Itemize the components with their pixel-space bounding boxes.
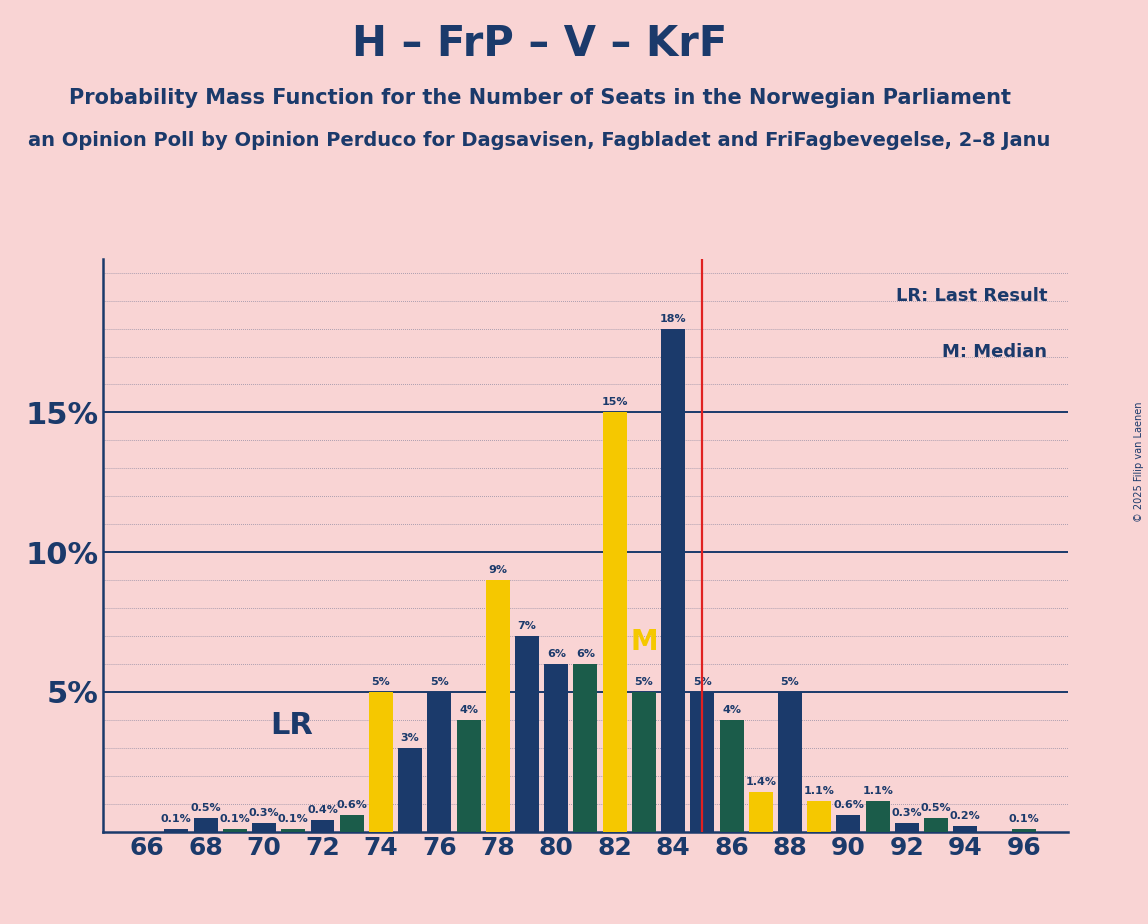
- Bar: [340, 815, 364, 832]
- Text: 9%: 9%: [488, 565, 507, 575]
- Text: 0.1%: 0.1%: [219, 814, 250, 824]
- Bar: [837, 815, 861, 832]
- Text: 5%: 5%: [781, 677, 799, 687]
- Text: 5%: 5%: [693, 677, 712, 687]
- Bar: [164, 829, 188, 832]
- Text: H – FrP – V – KrF: H – FrP – V – KrF: [352, 23, 727, 65]
- Text: 6%: 6%: [576, 649, 595, 659]
- Bar: [807, 801, 831, 832]
- Text: 0.1%: 0.1%: [161, 814, 192, 824]
- Text: 1.1%: 1.1%: [862, 785, 893, 796]
- Text: © 2025 Filip van Laenen: © 2025 Filip van Laenen: [1134, 402, 1143, 522]
- Bar: [398, 748, 422, 832]
- Text: LR: LR: [270, 711, 312, 740]
- Text: 0.6%: 0.6%: [336, 800, 367, 809]
- Bar: [457, 720, 481, 832]
- Bar: [603, 412, 627, 832]
- Text: 0.1%: 0.1%: [1008, 814, 1039, 824]
- Text: 1.4%: 1.4%: [745, 777, 776, 787]
- Text: 4%: 4%: [722, 705, 742, 715]
- Bar: [895, 823, 918, 832]
- Bar: [194, 818, 218, 832]
- Bar: [866, 801, 890, 832]
- Bar: [690, 692, 714, 832]
- Bar: [631, 692, 656, 832]
- Text: 0.6%: 0.6%: [833, 800, 864, 809]
- Bar: [1011, 829, 1035, 832]
- Text: 6%: 6%: [546, 649, 566, 659]
- Text: 0.1%: 0.1%: [278, 814, 309, 824]
- Text: LR: Last Result: LR: Last Result: [895, 286, 1047, 305]
- Bar: [748, 793, 773, 832]
- Text: 7%: 7%: [518, 621, 536, 631]
- Bar: [778, 692, 802, 832]
- Text: an Opinion Poll by Opinion Perduco for Dagsavisen, Fagbladet and FriFagbevegelse: an Opinion Poll by Opinion Perduco for D…: [29, 131, 1050, 151]
- Text: M: Median: M: Median: [943, 343, 1047, 360]
- Text: 5%: 5%: [635, 677, 653, 687]
- Text: M: M: [630, 627, 658, 655]
- Text: 0.4%: 0.4%: [307, 806, 338, 815]
- Bar: [253, 823, 276, 832]
- Text: 0.5%: 0.5%: [921, 803, 952, 812]
- Text: 3%: 3%: [401, 733, 419, 743]
- Bar: [427, 692, 451, 832]
- Bar: [515, 636, 540, 832]
- Text: Probability Mass Function for the Number of Seats in the Norwegian Parliament: Probability Mass Function for the Number…: [69, 88, 1010, 108]
- Bar: [574, 664, 597, 832]
- Bar: [369, 692, 393, 832]
- Bar: [310, 821, 334, 832]
- Text: 15%: 15%: [602, 397, 628, 407]
- Bar: [486, 580, 510, 832]
- Bar: [544, 664, 568, 832]
- Bar: [924, 818, 948, 832]
- Bar: [720, 720, 744, 832]
- Text: 5%: 5%: [372, 677, 390, 687]
- Text: 0.5%: 0.5%: [191, 803, 220, 812]
- Text: 0.3%: 0.3%: [249, 808, 279, 818]
- Text: 5%: 5%: [430, 677, 449, 687]
- Text: 0.3%: 0.3%: [892, 808, 922, 818]
- Bar: [953, 826, 977, 832]
- Bar: [661, 329, 685, 832]
- Bar: [223, 829, 247, 832]
- Text: 1.1%: 1.1%: [804, 785, 835, 796]
- Text: 18%: 18%: [660, 313, 687, 323]
- Text: 4%: 4%: [459, 705, 478, 715]
- Bar: [281, 829, 305, 832]
- Text: 0.2%: 0.2%: [951, 811, 980, 821]
